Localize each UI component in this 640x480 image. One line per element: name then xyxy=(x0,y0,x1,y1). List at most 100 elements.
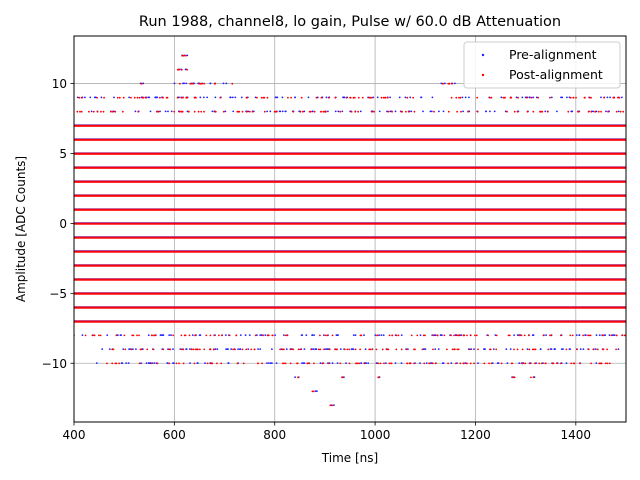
scatter-point xyxy=(485,110,487,113)
scatter-point xyxy=(546,110,549,113)
scatter-point xyxy=(521,362,524,365)
scatter-point xyxy=(315,96,318,99)
scatter-point xyxy=(358,362,361,365)
scatter-point xyxy=(602,334,605,337)
scatter-point xyxy=(578,334,581,336)
scatter-point xyxy=(461,96,464,99)
scatter-point xyxy=(232,110,235,113)
scatter-point xyxy=(606,362,609,365)
scatter-point xyxy=(154,334,157,337)
scatter-point xyxy=(369,96,372,99)
scatter-point xyxy=(587,334,589,337)
scatter-point xyxy=(241,110,244,113)
scatter-point xyxy=(285,348,288,350)
scatter-point xyxy=(462,362,465,365)
scatter-point xyxy=(615,348,617,351)
scatter-point xyxy=(389,110,392,113)
scatter-point xyxy=(339,362,342,365)
scatter-point xyxy=(181,54,184,57)
scatter-point xyxy=(162,348,165,351)
scatter-point xyxy=(371,110,373,113)
scatter-point xyxy=(294,96,296,99)
scatter-point xyxy=(189,348,191,350)
scatter-point xyxy=(584,334,587,336)
scatter-point xyxy=(204,362,206,364)
scatter-point xyxy=(234,96,237,99)
scatter-point xyxy=(244,334,247,336)
scatter-point xyxy=(178,110,181,113)
scatter-point xyxy=(213,334,216,337)
scatter-point xyxy=(467,110,470,113)
scatter-point xyxy=(98,334,100,337)
scatter-point xyxy=(259,334,262,336)
scatter-point xyxy=(531,348,534,351)
scatter-point xyxy=(450,334,452,337)
scatter-point xyxy=(84,334,87,337)
scatter-point xyxy=(373,110,375,113)
scatter-point xyxy=(377,376,380,379)
scatter-point xyxy=(540,110,543,113)
scatter-point xyxy=(203,110,205,113)
scatter-point xyxy=(544,110,547,113)
scatter-point xyxy=(532,334,535,336)
scatter-point xyxy=(319,348,322,351)
scatter-point xyxy=(146,348,149,351)
scatter-point xyxy=(360,362,363,364)
scatter-point xyxy=(111,362,114,365)
scatter-point xyxy=(172,362,174,364)
scatter-point xyxy=(386,96,389,99)
y-tick-label: 10 xyxy=(52,77,67,91)
scatter-point xyxy=(260,96,263,99)
scatter-point xyxy=(623,334,626,337)
scatter-point xyxy=(199,96,202,99)
scatter-point xyxy=(515,96,518,99)
scatter-point xyxy=(350,110,353,113)
legend-label-post-alignment: Post-alignment xyxy=(509,67,603,82)
scatter-point xyxy=(211,110,214,113)
scatter-point xyxy=(80,96,83,99)
scatter-point xyxy=(180,334,183,337)
scatter-point xyxy=(200,82,203,85)
scatter-point xyxy=(588,96,591,99)
scatter-point xyxy=(156,362,159,365)
scatter-point xyxy=(407,110,410,113)
scatter-point xyxy=(443,334,446,337)
scatter-point xyxy=(253,348,256,351)
scatter-point xyxy=(345,96,348,99)
scatter-point xyxy=(313,334,315,336)
scatter-point xyxy=(523,334,526,337)
scatter-point xyxy=(384,96,386,99)
scatter-point xyxy=(622,110,625,113)
scatter-point xyxy=(560,96,562,99)
scatter-point xyxy=(324,334,327,337)
scatter-point xyxy=(341,110,344,113)
scatter-point xyxy=(600,110,602,113)
scatter-point xyxy=(398,96,401,99)
scatter-point xyxy=(214,110,217,113)
series-post-alignment xyxy=(74,54,626,407)
scatter-point xyxy=(275,96,278,99)
scatter-point xyxy=(617,96,619,99)
scatter-point xyxy=(544,362,547,365)
scatter-point xyxy=(469,362,472,365)
scatter-point xyxy=(183,82,186,85)
scatter-point xyxy=(444,82,446,85)
scatter-point xyxy=(511,376,514,379)
scatter-point xyxy=(261,362,263,365)
scatter-point xyxy=(269,110,272,113)
scatter-point xyxy=(359,348,361,351)
scatter-point xyxy=(262,334,264,337)
scatter-point xyxy=(533,348,535,351)
scatter-point xyxy=(178,68,181,71)
scatter-point xyxy=(453,334,455,337)
scatter-point xyxy=(138,96,141,99)
scatter-point xyxy=(613,334,616,336)
scatter-point xyxy=(266,96,269,99)
scatter-point xyxy=(198,334,201,336)
scatter-point xyxy=(459,96,462,99)
scatter-point xyxy=(195,96,197,99)
scatter-point xyxy=(180,68,183,71)
scatter-point xyxy=(571,334,574,337)
scatter-point xyxy=(209,82,212,85)
y-axis-ticks: −10 −5 0 5 10 xyxy=(42,77,74,371)
